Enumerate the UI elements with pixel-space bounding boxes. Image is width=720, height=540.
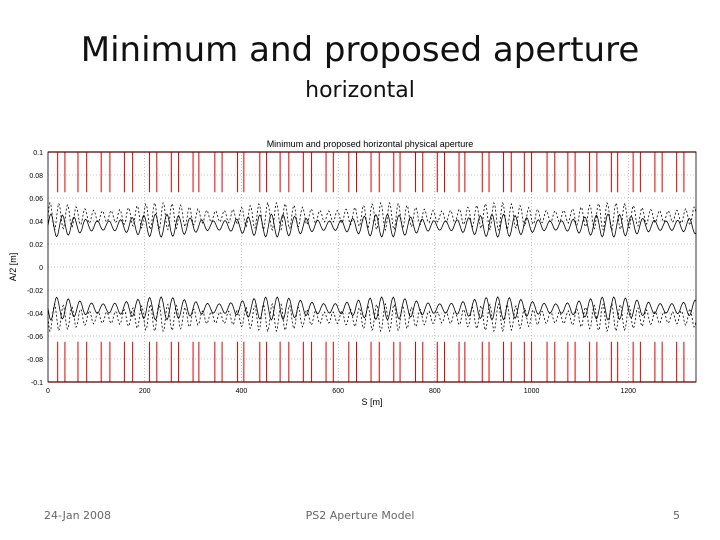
y-tick-label: -0.08 (27, 357, 43, 364)
y-tick-label: 0.1 (33, 150, 43, 157)
x-tick-label: 400 (236, 388, 248, 395)
minimum-aperture-line (47, 213, 697, 238)
y-tick-label: 0.04 (29, 219, 43, 226)
proposed-aperture-series (48, 151, 696, 383)
footer-title: PS2 Aperture Model (305, 509, 415, 522)
y-axis-label: A/2 [m] (8, 253, 18, 282)
x-tick-label: 1200 (621, 388, 637, 395)
x-tick-label: 200 (139, 388, 151, 395)
minimum-aperture-line (47, 296, 697, 321)
slide-title: Minimum and proposed aperture (80, 30, 640, 70)
x-tick-label: 600 (332, 388, 344, 395)
x-tick-label: 800 (429, 388, 441, 395)
y-tick-label: 0.08 (29, 173, 43, 180)
x-tick-label: 1000 (524, 388, 540, 395)
minimum-aperture-dashed-line (47, 302, 697, 333)
y-tick-labels: 0.1 0.08 0.06 0.04 0.02 0 -0.02 -0.04 -0.06 -0.08… (27, 150, 43, 387)
aperture-chart: Minimum and proposed horizontal physical… (8, 139, 697, 407)
y-tick-label: 0.06 (29, 196, 43, 203)
x-tick-label: 0 (46, 388, 50, 395)
plot-frame (47, 151, 697, 383)
y-tick-label: 0 (39, 265, 43, 272)
page-number: 5 (673, 509, 680, 522)
y-tick-label: 0.02 (29, 242, 43, 249)
slide-subtitle: horizontal (305, 78, 415, 103)
y-tick-label: -0.02 (27, 288, 43, 295)
x-tick-labels: 0 200 400 600 800 1000 1200 (46, 388, 636, 395)
minimum-aperture-dashed-line (47, 201, 697, 232)
minimum-aperture-series (47, 201, 697, 333)
x-axis-label: S [m] (361, 397, 382, 407)
grid-lines (47, 151, 696, 383)
y-tick-label: -0.06 (27, 334, 43, 341)
chart-title: Minimum and proposed horizontal physical… (267, 139, 474, 149)
y-tick-label: -0.04 (27, 311, 43, 318)
y-tick-label: -0.1 (31, 380, 43, 387)
footer-date: 24-Jan 2008 (44, 509, 112, 522)
